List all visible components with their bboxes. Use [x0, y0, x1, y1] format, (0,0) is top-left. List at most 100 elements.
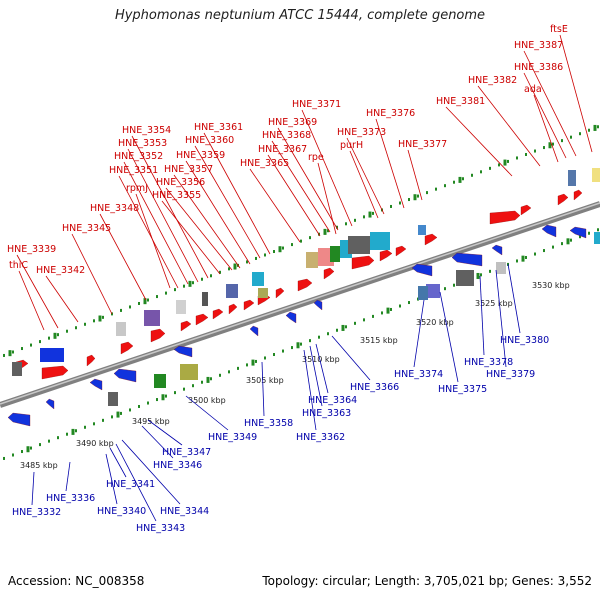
tick-dot-outer-lower [588, 231, 590, 235]
tick-dot-outer-lower [228, 370, 230, 374]
forward-gene-arrow [520, 204, 532, 216]
forward-label-line [317, 162, 337, 235]
tick-dot-outer-lower [12, 453, 14, 457]
tick-major-upper [548, 142, 552, 149]
tick-dot-outer-lower [354, 321, 356, 325]
forward-gene-labels: thiC HNE_3339 HNE_3342 HNE_3345 HNE_3348 rpmJ… [7, 24, 568, 276]
forward-label-line [277, 127, 339, 231]
reverse-gene-arrow [173, 345, 193, 358]
tick-dot-outer-upper [498, 163, 500, 167]
tick-major-upper [368, 211, 372, 218]
tick-dot-outer-upper [30, 343, 32, 347]
tick-dot-outer-upper [282, 246, 284, 250]
feature-box [176, 300, 186, 314]
tick-major-upper [323, 228, 327, 235]
forward-gene-arrow [228, 303, 238, 315]
tick-dot-outer-lower [408, 301, 410, 305]
reverse-gene-arrow [113, 368, 137, 383]
reverse-gene-label: HNE_3344 [160, 506, 209, 517]
forward-gene-label: HNE_3353 [118, 138, 167, 149]
feature-box [258, 288, 268, 298]
tick-dot-outer-upper [219, 270, 221, 274]
feature-box [180, 364, 198, 380]
tick-dot-outer-upper [120, 308, 122, 312]
kbp-label: 3515 kbp [360, 336, 398, 345]
kbp-label: 3510 kbp [302, 355, 340, 364]
reverse-gene-arrow [7, 412, 31, 427]
forward-label-line [407, 149, 423, 201]
tick-dot-outer-upper [516, 156, 518, 160]
forward-gene-label: HNE_3377 [398, 139, 447, 150]
tick-dot-outer-lower [66, 432, 68, 436]
forward-gene-label: HNE_3356 [156, 177, 205, 188]
tick-dot-outer-lower [345, 325, 347, 329]
forward-label-line [523, 72, 567, 159]
tick-dot-outer-lower [129, 408, 131, 412]
tick-dot-outer-lower [444, 287, 446, 291]
tick-dot-outer-upper [21, 347, 23, 351]
tick-dot-outer-lower [183, 387, 185, 391]
tick-dot-outer-upper [507, 159, 509, 163]
forward-label-line [533, 94, 559, 163]
kbp-label: 3495 kbp [132, 417, 170, 426]
feature-box [306, 252, 318, 268]
feature-box [12, 362, 22, 376]
forward-gene-arrow [243, 299, 255, 311]
tick-dot-outer-lower [309, 339, 311, 343]
feature-box [226, 284, 238, 298]
reverse-label-line [479, 275, 485, 356]
forward-label-line [131, 135, 209, 279]
tick-dot-outer-lower [147, 401, 149, 405]
tick-dot-outer-lower [273, 353, 275, 357]
tick-dot-outer-upper [273, 250, 275, 254]
tick-dot-outer-lower [399, 304, 401, 308]
forward-label-line [203, 132, 271, 255]
tick-major-lower [476, 272, 480, 279]
reverse-label-line [105, 453, 118, 505]
forward-gene-label: purH [340, 140, 363, 151]
forward-gene-arrow [323, 267, 335, 280]
forward-label-line [71, 233, 113, 315]
kbp-label: 3530 kbp [532, 281, 570, 290]
kbp-label: 3505 kbp [246, 376, 284, 385]
tick-major-lower [71, 428, 75, 435]
kbp-label: 3520 kbp [416, 318, 454, 327]
tick-dot-outer-upper [192, 281, 194, 285]
tick-dot-outer-lower [75, 429, 77, 433]
tick-dot-outer-upper [399, 201, 401, 205]
tick-major-lower [341, 324, 345, 331]
tick-dot-outer-upper [435, 187, 437, 191]
forward-label-line [16, 254, 59, 329]
feature-box [252, 272, 264, 286]
tick-major-lower [161, 394, 165, 401]
reverse-gene-arrow [411, 263, 433, 277]
forward-gene-label: rpmJ [126, 183, 148, 194]
tick-major-lower [251, 359, 255, 366]
tick-dot-outer-upper [66, 329, 68, 333]
kbp-label: 3525 kbp [475, 299, 513, 308]
reverse-gene-label: HNE_3374 [394, 369, 443, 380]
tick-dot-outer-upper [138, 301, 140, 305]
tick-major-upper [98, 315, 102, 322]
reverse-label-line [147, 419, 183, 446]
reverse-gene-arrow [491, 244, 503, 256]
tick-dot-outer-upper [471, 173, 473, 177]
forward-gene-arrow [195, 313, 209, 326]
reverse-label-line [115, 443, 157, 522]
tick-dot-outer-upper [255, 256, 257, 260]
forward-gene-arrow [41, 365, 69, 380]
backbone-line [0, 201, 600, 408]
tick-dot-outer-lower [3, 456, 5, 460]
reverse-gene-arrow [285, 311, 297, 324]
forward-label-line [18, 270, 45, 331]
feature-box [370, 232, 390, 250]
genome-backbone [0, 201, 600, 408]
reverse-gene-label: HNE_3332 [12, 507, 61, 518]
reverse-gene-label: HNE_3358 [244, 418, 293, 429]
feature-box [108, 392, 118, 406]
forward-label-line [118, 175, 179, 289]
tick-dot-outer-lower [390, 307, 392, 311]
feature-box [426, 284, 440, 298]
